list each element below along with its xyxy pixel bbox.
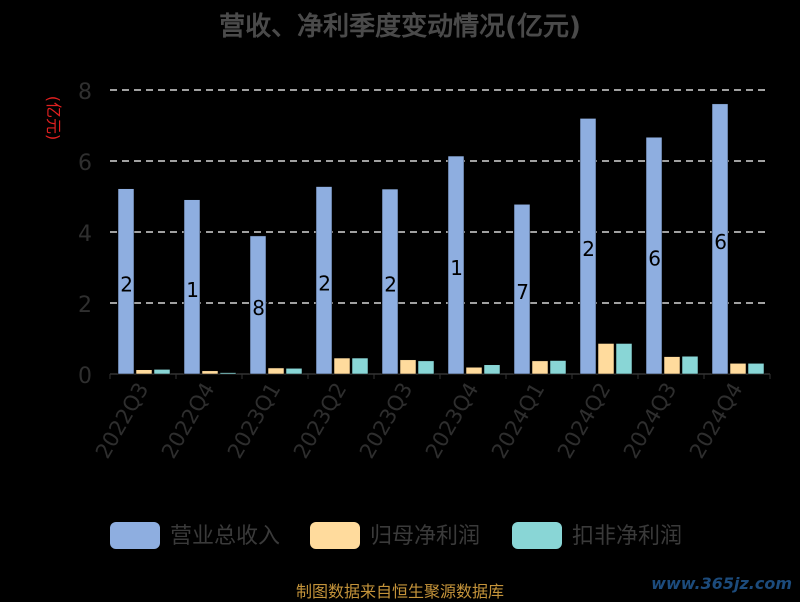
bar-1: [447, 155, 465, 375]
bar-3: [219, 372, 237, 375]
bar-2: [465, 367, 483, 375]
x-tick-label: 2022Q3: [91, 379, 153, 463]
data-label: 89: [252, 296, 277, 320]
x-tick-label: 2024Q3: [619, 379, 681, 463]
bar-3: [681, 356, 699, 375]
x-tick-label: 2023Q4: [421, 379, 483, 463]
x-tick-label: 2023Q3: [355, 379, 417, 463]
bar-3: [615, 343, 633, 375]
legend-label: 营业总收入: [170, 524, 280, 549]
x-tick-label: 2023Q1: [223, 379, 285, 463]
bar-1: [249, 235, 267, 375]
bar-3: [747, 363, 765, 375]
bar-2: [729, 363, 747, 375]
bar-3: [285, 368, 303, 375]
bar-2: [201, 370, 219, 375]
bar-2: [399, 359, 417, 375]
legend-label: 归母净利润: [370, 524, 480, 549]
legend-swatch: [512, 522, 562, 549]
x-tick-label: 2024Q2: [553, 379, 615, 463]
bar-3: [153, 369, 171, 375]
legend-swatch: [310, 522, 360, 549]
data-label: 67: [648, 247, 673, 271]
x-tick-label: 2023Q2: [289, 379, 351, 463]
y-axis-label: (亿元): [44, 96, 63, 141]
bar-1: [117, 188, 135, 375]
y-tick-label: 0: [78, 364, 92, 389]
bar-2: [597, 343, 615, 375]
y-tick-label: 4: [78, 222, 92, 247]
bar-2: [333, 357, 351, 375]
bar-2: [267, 367, 285, 375]
bar-3: [417, 360, 435, 375]
y-tick-label: 2: [78, 293, 92, 318]
bar-1: [711, 103, 729, 375]
bar-2: [135, 369, 153, 375]
bar-3: [549, 360, 567, 375]
data-label: 22: [120, 272, 145, 296]
data-label: 19: [186, 278, 211, 302]
data-label: 78: [516, 280, 541, 304]
watermark: www.365jz.com: [651, 574, 792, 593]
data-label: 28: [318, 271, 343, 295]
data-label: 14: [450, 256, 475, 280]
y-tick-label: 6: [78, 151, 92, 176]
x-tick-label: 2024Q1: [487, 379, 549, 463]
data-label: 20: [582, 237, 607, 261]
bar-1: [513, 204, 531, 375]
bar-3: [483, 364, 501, 375]
bar-2: [663, 356, 681, 375]
data-label: 21: [384, 273, 409, 297]
y-tick-label: 8: [78, 80, 92, 105]
bar-1: [579, 118, 597, 375]
bar-2: [531, 360, 549, 375]
chart-title: 营收、净利季度变动情况(亿元): [219, 12, 581, 42]
data-source-footer: 制图数据来自恒生聚源数据库: [295, 582, 504, 601]
x-tick-label: 2022Q4: [157, 379, 219, 463]
data-label: 61: [714, 230, 739, 254]
legend-label: 扣非净利润: [572, 524, 682, 549]
bar-1: [183, 199, 201, 375]
bar-1: [315, 186, 333, 375]
bar-1: [381, 188, 399, 375]
bar-1: [645, 136, 663, 375]
legend-swatch: [110, 522, 160, 549]
bar-3: [351, 357, 369, 375]
x-tick-label: 2024Q4: [685, 379, 747, 463]
